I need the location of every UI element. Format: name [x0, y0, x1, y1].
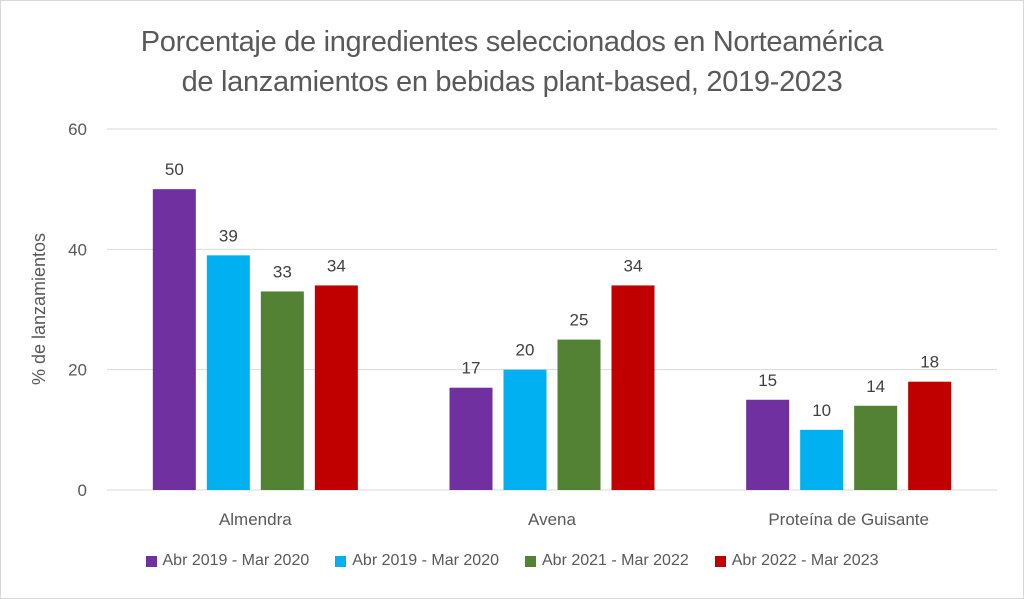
chart-title-line-1: Porcentaje de ingredientes seleccionados… — [140, 26, 884, 58]
x-tick-label: Proteína de Guisante — [768, 510, 929, 529]
gridlines — [107, 128, 997, 491]
legend-label: Abr 2022 - Mar 2023 — [731, 552, 879, 569]
y-tick-label: 60 — [68, 120, 87, 139]
x-tick-label: Almendra — [219, 510, 292, 529]
bar — [611, 285, 655, 490]
data-label: 34 — [624, 256, 643, 275]
x-tick-label: Avena — [528, 510, 576, 529]
data-label: 34 — [327, 256, 346, 275]
y-tick-label: 0 — [78, 481, 87, 500]
bar — [908, 381, 952, 490]
data-label: 20 — [516, 341, 535, 360]
chart-title: Porcentaje de ingredientes seleccionados… — [0, 22, 1024, 102]
chart-title-line-2: de lanzamientos en bebidas plant-based, … — [181, 66, 843, 98]
bar — [854, 405, 898, 490]
data-label: 33 — [273, 262, 292, 281]
bar — [557, 339, 601, 490]
data-label: 25 — [570, 311, 589, 330]
legend-item: Abr 2019 - Mar 2020 — [335, 552, 499, 570]
data-label: 39 — [219, 226, 238, 245]
bar — [152, 189, 196, 490]
legend-swatch — [714, 555, 726, 567]
data-label: 15 — [758, 371, 777, 390]
legend-swatch — [525, 555, 536, 567]
legend-label: Abr 2019 - Mar 2020 — [352, 552, 499, 569]
data-label: 14 — [866, 377, 885, 396]
bar — [503, 369, 547, 490]
legend-item: Abr 2019 - Mar 2020 — [145, 552, 310, 570]
x-axis-ticks: Almendra Avena Proteína de Guisante — [219, 510, 929, 529]
bar — [206, 255, 250, 490]
bar — [449, 387, 493, 490]
data-labels: 50 39 33 34 17 20 25 34 15 10 14 18 — [165, 160, 939, 420]
legend-item: Abr 2022 - Mar 2023 — [714, 552, 879, 570]
bar — [746, 399, 790, 490]
legend-label: Abr 2021 - Mar 2022 — [542, 552, 689, 569]
y-axis-ticks: 0 20 40 60 — [68, 120, 87, 500]
legend-item: Abr 2021 - Mar 2022 — [525, 552, 689, 570]
data-label: 50 — [165, 160, 184, 179]
y-tick-label: 20 — [68, 361, 87, 380]
legend-swatch — [145, 555, 157, 567]
data-label: 18 — [920, 353, 939, 372]
y-tick-label: 40 — [68, 240, 87, 259]
data-label: 10 — [812, 401, 831, 420]
bar — [314, 285, 358, 490]
legend-swatch — [335, 555, 347, 567]
data-label: 17 — [462, 359, 481, 378]
bars — [152, 189, 952, 490]
legend-label: Abr 2019 - Mar 2020 — [162, 552, 310, 569]
bar — [260, 291, 304, 490]
legend: Abr 2019 - Mar 2020 Abr 2019 - Mar 2020 Ab… — [0, 552, 1024, 570]
bar — [800, 429, 844, 490]
y-axis-label: % de lanzamientos — [29, 233, 49, 385]
